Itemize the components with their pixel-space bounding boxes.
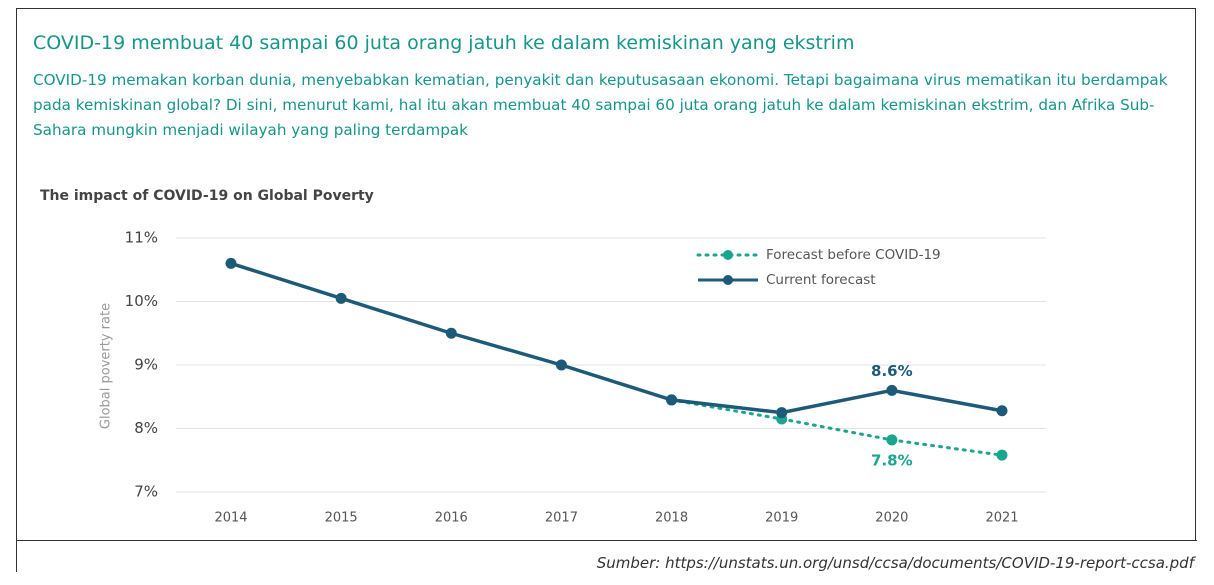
point [996, 405, 1008, 417]
point [555, 359, 567, 371]
x-tick-label: 2018 [655, 511, 688, 526]
series-line [670, 398, 1004, 457]
data-label: 7.8% [871, 451, 913, 469]
x-tick-label: 2019 [765, 511, 798, 526]
frame [16, 8, 1196, 540]
frame-edge [16, 540, 17, 572]
point [225, 257, 237, 269]
x-tick-label: 2014 [214, 511, 247, 526]
heading: COVID-19 membuat 40 sampai 60 juta orang… [33, 32, 855, 54]
legend-marker [723, 250, 733, 260]
data-label: 8.6% [871, 362, 913, 380]
x-tick-label: 2016 [435, 511, 468, 526]
point [996, 449, 1008, 461]
y-tick-label: 7% [134, 483, 158, 501]
y-tick-label: 8% [134, 419, 158, 437]
point [776, 407, 788, 419]
y-tick-label: 10% [125, 292, 158, 310]
series-line [230, 261, 1003, 415]
point [335, 292, 347, 304]
y-tick-label: 9% [134, 356, 158, 374]
description: COVID-19 memakan korban dunia, menyebabk… [33, 71, 1168, 139]
x-tick-label: 2021 [985, 511, 1018, 526]
source: Sumber: https://unstats.un.org/unsd/ccsa… [596, 554, 1194, 572]
point [886, 384, 898, 396]
legend-label: Current forecast [766, 272, 876, 288]
y-axis-label: Global poverty rate [99, 303, 114, 429]
y-tick-label: 11% [125, 229, 158, 247]
divider [16, 540, 1197, 541]
x-tick-label: 2017 [545, 511, 578, 526]
chart-title: The impact of COVID-19 on Global Poverty [40, 188, 374, 204]
point [445, 327, 457, 339]
chart: The impact of COVID-19 on Global Poverty… [40, 188, 1046, 526]
x-tick-label: 2015 [325, 511, 358, 526]
point [666, 394, 678, 406]
legend-marker [723, 275, 733, 285]
point [886, 434, 898, 446]
legend-label: Forecast before COVID-19 [766, 247, 941, 263]
x-tick-label: 2020 [875, 511, 908, 526]
